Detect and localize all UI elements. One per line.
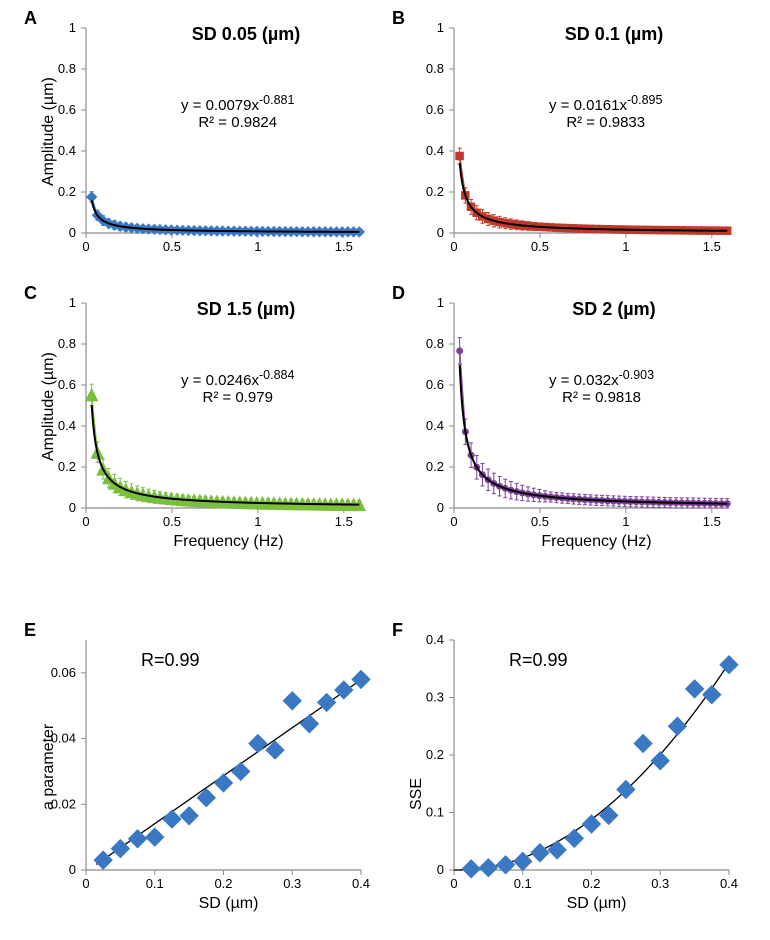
svg-text:1: 1 [437,295,444,310]
figure-root: ASD 0.05 (µm)y = 0.0079x-0.881R² = 0.982… [0,0,770,940]
xlabel-f: SD (µm) [532,895,662,913]
panel-letter-f: F [392,620,403,641]
xlabel-d: Frequency (Hz) [532,533,662,551]
svg-text:0: 0 [437,500,444,515]
svg-text:0.4: 0.4 [426,632,444,647]
svg-text:1: 1 [622,239,629,254]
svg-text:0: 0 [450,239,457,254]
svg-text:0.2: 0.2 [214,876,232,891]
xlabel-e: SD (µm) [164,895,294,913]
svg-text:0.2: 0.2 [58,459,76,474]
svg-text:0: 0 [450,514,457,529]
ylabel-a: Amplitude (µm) [40,77,58,186]
svg-text:0.6: 0.6 [426,102,444,117]
svg-text:0: 0 [69,225,76,240]
plot-f: 00.10.20.30.400.10.20.30.4 [454,640,729,870]
svg-text:0.1: 0.1 [426,805,444,820]
svg-text:0: 0 [82,876,89,891]
svg-text:0.3: 0.3 [283,876,301,891]
svg-text:1: 1 [254,239,261,254]
svg-text:0.8: 0.8 [58,336,76,351]
xlabel-c: Frequency (Hz) [164,533,294,551]
ylabel-c: Amplitude (µm) [40,352,58,461]
svg-text:0: 0 [437,225,444,240]
svg-text:1: 1 [622,514,629,529]
svg-text:0.8: 0.8 [426,61,444,76]
svg-text:0.2: 0.2 [58,184,76,199]
svg-text:0.2: 0.2 [582,876,600,891]
svg-text:0.4: 0.4 [352,876,370,891]
svg-text:0.4: 0.4 [58,418,76,433]
panel-letter-c: C [24,283,37,304]
svg-text:0.4: 0.4 [720,876,738,891]
svg-text:1.5: 1.5 [335,239,353,254]
svg-text:0.6: 0.6 [58,377,76,392]
svg-text:1: 1 [254,514,261,529]
ylabel-f: SSE [408,778,426,810]
svg-text:0: 0 [69,862,76,877]
plot-c: 00.511.500.20.40.60.81 [86,303,361,508]
svg-text:0: 0 [82,239,89,254]
svg-text:1.5: 1.5 [703,239,721,254]
svg-text:0.1: 0.1 [514,876,532,891]
svg-text:0.8: 0.8 [58,61,76,76]
svg-text:0: 0 [82,514,89,529]
svg-text:1.5: 1.5 [335,514,353,529]
ylabel-e: a parameter [40,724,58,810]
svg-text:0.6: 0.6 [426,377,444,392]
svg-text:0.3: 0.3 [651,876,669,891]
svg-text:0.2: 0.2 [426,459,444,474]
svg-text:0.1: 0.1 [146,876,164,891]
svg-text:0.3: 0.3 [426,690,444,705]
svg-text:0.5: 0.5 [531,514,549,529]
svg-text:0: 0 [69,500,76,515]
plot-d: 00.511.500.20.40.60.81 [454,303,729,508]
svg-text:0.5: 0.5 [163,514,181,529]
plot-b: 00.511.500.20.40.60.81 [454,28,729,233]
svg-text:0.6: 0.6 [58,102,76,117]
svg-text:0.4: 0.4 [426,418,444,433]
svg-text:0.2: 0.2 [426,184,444,199]
svg-text:1: 1 [69,20,76,35]
panel-letter-a: A [24,8,37,29]
svg-text:0.5: 0.5 [531,239,549,254]
svg-text:0: 0 [437,862,444,877]
svg-text:0.4: 0.4 [426,143,444,158]
panel-letter-e: E [24,620,36,641]
plot-a: 00.511.500.20.40.60.81 [86,28,361,233]
svg-text:0.8: 0.8 [426,336,444,351]
panel-letter-d: D [392,283,405,304]
panel-letter-b: B [392,8,405,29]
svg-text:0.2: 0.2 [426,747,444,762]
svg-text:1: 1 [437,20,444,35]
svg-text:0: 0 [450,876,457,891]
svg-text:1.5: 1.5 [703,514,721,529]
svg-text:0.06: 0.06 [51,665,76,680]
svg-text:0.5: 0.5 [163,239,181,254]
plot-e: 00.10.20.30.400.020.040.06 [86,640,361,870]
svg-text:1: 1 [69,295,76,310]
svg-text:0.4: 0.4 [58,143,76,158]
